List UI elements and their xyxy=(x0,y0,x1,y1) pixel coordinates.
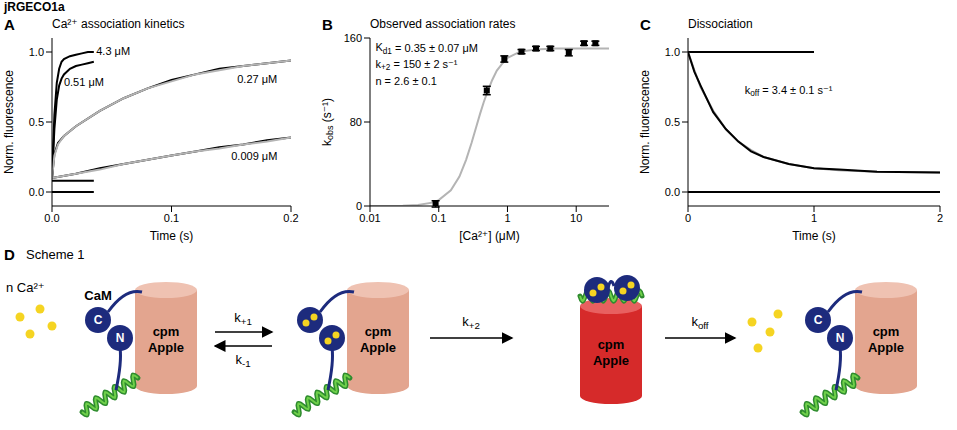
svg-text:k-1: k-1 xyxy=(235,352,250,369)
svg-text:k+2: k+2 xyxy=(462,314,480,331)
svg-text:cpm: cpm xyxy=(873,324,900,339)
svg-text:Apple: Apple xyxy=(868,340,904,355)
svg-text:160: 160 xyxy=(344,32,362,44)
svg-text:koff = 3.4 ± 0.1 s⁻¹: koff = 3.4 ± 0.1 s⁻¹ xyxy=(745,84,833,98)
svg-text:80: 80 xyxy=(350,116,362,128)
svg-text:k+2 = 150 ± 2 s⁻¹: k+2 = 150 ± 2 s⁻¹ xyxy=(375,58,457,72)
svg-text:4.3 μM: 4.3 μM xyxy=(96,45,130,57)
svg-text:0: 0 xyxy=(685,212,691,224)
html-text:Scheme 1: Scheme 1 xyxy=(26,247,85,262)
svg-text:10: 10 xyxy=(570,212,582,224)
svg-text:n Ca²⁺: n Ca²⁺ xyxy=(6,280,45,295)
html-text:Ca²⁺ association kinetics: Ca²⁺ association kinetics xyxy=(52,17,185,31)
svg-text:1: 1 xyxy=(504,212,510,224)
svg-text:N: N xyxy=(116,331,125,345)
svg-text:C: C xyxy=(94,313,103,327)
html-text:jRGECO1a: jRGECO1a xyxy=(4,0,65,14)
svg-text:0.0: 0.0 xyxy=(29,186,44,198)
svg-text:0.0: 0.0 xyxy=(44,212,59,224)
svg-text:1.0: 1.0 xyxy=(29,46,44,58)
svg-text:Apple: Apple xyxy=(593,353,629,368)
svg-text:Time (s): Time (s) xyxy=(150,229,194,243)
svg-text:0.1: 0.1 xyxy=(164,212,179,224)
svg-text:Apple: Apple xyxy=(360,340,396,355)
html-text:C: C xyxy=(640,16,651,33)
svg-text:Kd1 = 0.35 ± 0.07 μM: Kd1 = 0.35 ± 0.07 μM xyxy=(375,41,478,55)
svg-text:Norm. fluorescence: Norm. fluorescence xyxy=(2,70,16,174)
html-text:D: D xyxy=(4,246,15,263)
svg-text:2: 2 xyxy=(937,212,943,224)
svg-text:0.27 μM: 0.27 μM xyxy=(237,73,277,85)
svg-text:CaM: CaM xyxy=(84,288,111,303)
svg-text:Time (s): Time (s) xyxy=(792,229,836,243)
svg-text:cpm: cpm xyxy=(365,324,392,339)
svg-text:0: 0 xyxy=(356,200,362,212)
svg-text:Norm. fluorescence: Norm. fluorescence xyxy=(638,70,652,174)
svg-text:koff: koff xyxy=(691,314,708,331)
svg-text:0.2: 0.2 xyxy=(283,212,298,224)
svg-text:0.01: 0.01 xyxy=(359,212,380,224)
svg-text:cpm: cpm xyxy=(598,337,625,352)
svg-text:0.51 μM: 0.51 μM xyxy=(64,76,104,88)
svg-text:0.5: 0.5 xyxy=(29,116,44,128)
html-text:B: B xyxy=(322,16,333,33)
svg-text:Apple: Apple xyxy=(148,340,184,355)
svg-text:[Ca²⁺] (μM): [Ca²⁺] (μM) xyxy=(459,229,520,243)
html-text:Observed association rates: Observed association rates xyxy=(370,17,516,31)
svg-text:1: 1 xyxy=(811,212,817,224)
svg-text:k+1: k+1 xyxy=(234,310,252,327)
html-text:A: A xyxy=(4,16,15,33)
svg-text:0.5: 0.5 xyxy=(665,116,680,128)
svg-text:n = 2.6 ± 0.1: n = 2.6 ± 0.1 xyxy=(375,75,436,87)
svg-text:0.009 μM: 0.009 μM xyxy=(231,150,277,162)
svg-text:1.0: 1.0 xyxy=(665,46,680,58)
svg-text:C: C xyxy=(814,313,823,327)
svg-text:0.1: 0.1 xyxy=(431,212,446,224)
svg-text:0.0: 0.0 xyxy=(665,186,680,198)
svg-text:kobs (s⁻¹): kobs (s⁻¹) xyxy=(320,98,335,146)
svg-text:N: N xyxy=(836,331,845,345)
svg-text:cpm: cpm xyxy=(153,324,180,339)
html-text:Dissociation: Dissociation xyxy=(688,17,753,31)
